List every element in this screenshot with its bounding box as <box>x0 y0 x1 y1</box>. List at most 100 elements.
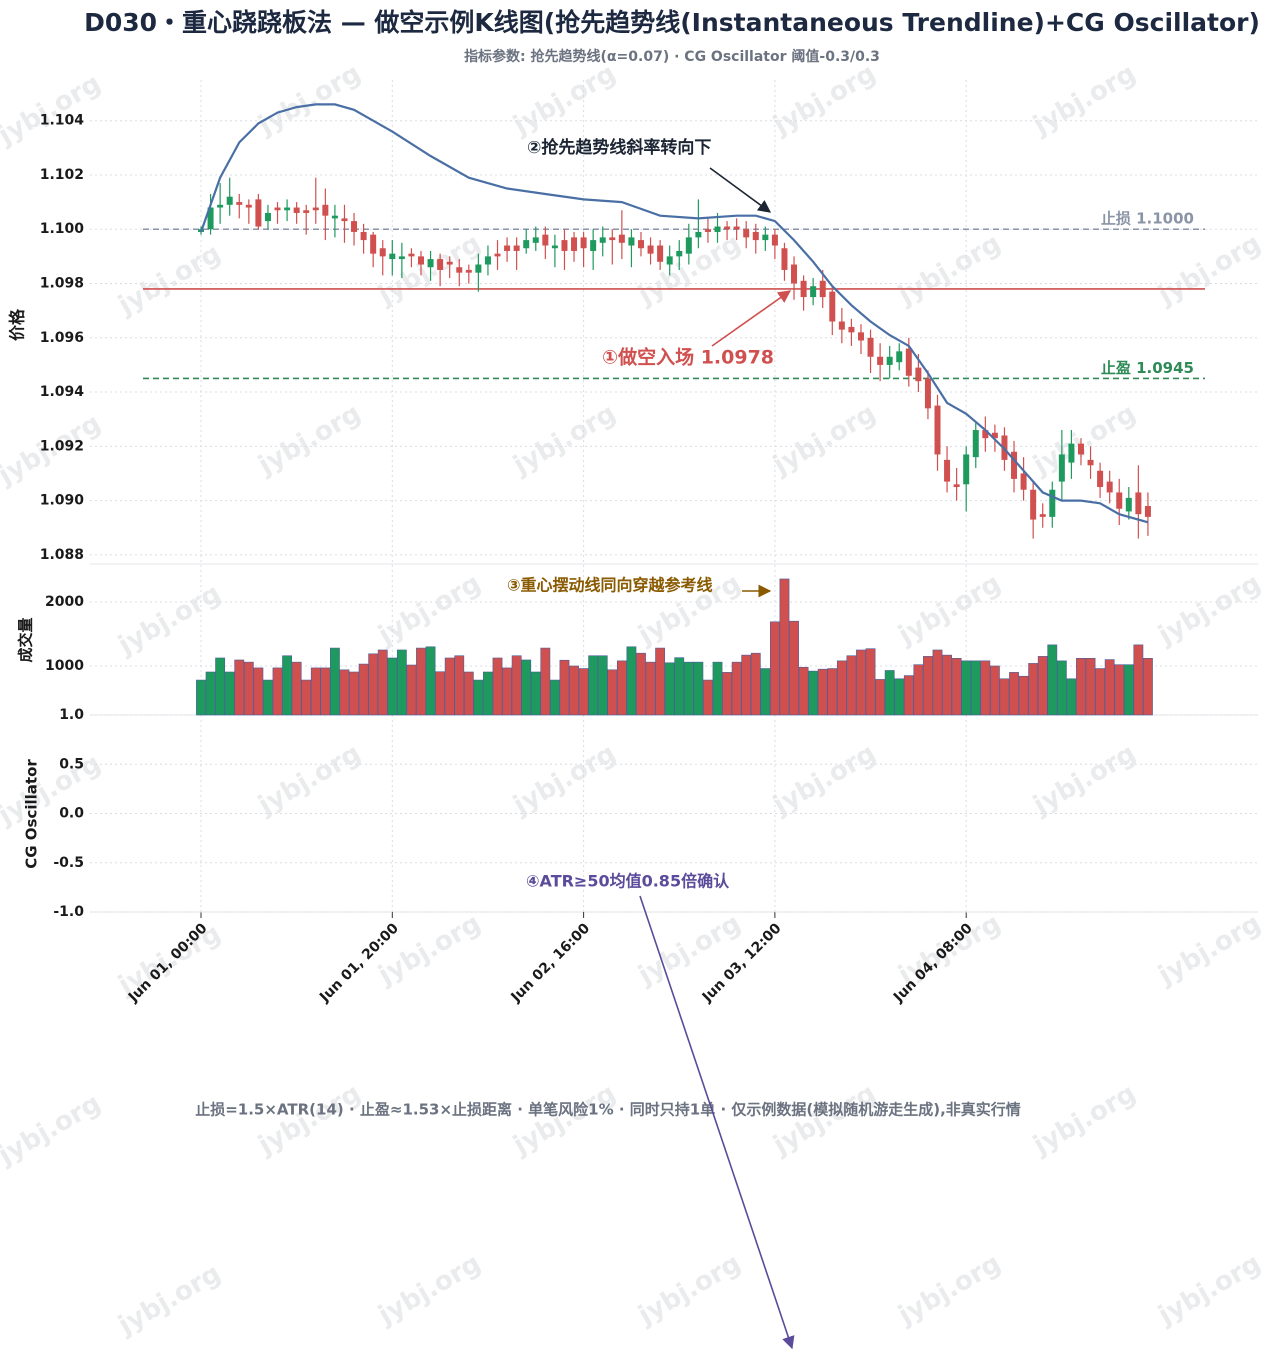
watermark: jybj.org <box>508 398 621 481</box>
candle-body <box>1144 506 1151 517</box>
candle-body <box>886 356 893 365</box>
y-tick-label: 0.5 <box>59 756 84 772</box>
annotation: ④ATR≥50均值0.85倍确认 <box>526 872 730 891</box>
candle-body <box>398 256 405 260</box>
watermark: jybj.org <box>508 1078 621 1161</box>
candle-body <box>867 337 874 357</box>
candle-body <box>666 256 673 265</box>
candle-body <box>724 226 731 230</box>
footer-note: 止损=1.5×ATR(14) · 止盈≈1.53×止损距离 · 单笔风险1% ·… <box>195 1101 1021 1119</box>
volume-bar <box>310 667 321 716</box>
volume-bar <box>263 679 273 716</box>
volume-bar <box>655 647 666 716</box>
candle-body <box>896 351 903 363</box>
volume-bar <box>435 671 446 716</box>
candle-body <box>618 234 625 243</box>
watermark: jybj.org <box>893 568 1006 651</box>
volume-bar <box>569 665 579 716</box>
volume-bar <box>970 660 981 716</box>
candle-body <box>676 250 683 257</box>
volume-bar <box>291 661 302 716</box>
volume-bar <box>559 659 570 716</box>
watermark: jybj.org <box>253 738 366 821</box>
watermark: jybj.org <box>508 738 621 821</box>
volume-bar <box>463 671 474 716</box>
candle-body <box>590 240 597 251</box>
volume-bar <box>492 657 503 716</box>
y-tick-label: -1.0 <box>53 904 84 920</box>
volume-bar <box>377 649 388 716</box>
candle-body <box>762 234 769 241</box>
watermark: jybj.org <box>768 58 881 141</box>
candle-body <box>838 321 845 330</box>
volume-bar <box>597 655 608 716</box>
volume-bar <box>425 646 436 716</box>
candle-body <box>1106 481 1113 493</box>
watermark: jybj.org <box>113 238 226 321</box>
candle-body <box>1125 497 1132 512</box>
candle-body <box>647 245 654 254</box>
candle-body <box>417 256 424 265</box>
volume-bar <box>836 660 847 716</box>
candle-body <box>1077 443 1084 455</box>
volume-bar <box>607 669 618 716</box>
candle-body <box>972 430 979 458</box>
candle-body <box>494 253 501 257</box>
candle-body <box>236 202 243 205</box>
candle-body <box>628 237 635 246</box>
volume-bar <box>741 654 752 716</box>
candle-body <box>245 204 252 208</box>
candle-body <box>322 204 329 216</box>
volume-bar <box>769 621 780 716</box>
candle-body <box>685 237 692 254</box>
candle-body <box>637 240 644 249</box>
volume-bar <box>349 671 359 716</box>
watermark: jybj.org <box>1153 908 1266 991</box>
watermark: jybj.org <box>0 68 106 151</box>
volume-bar <box>865 648 876 716</box>
volume-bar <box>846 655 857 716</box>
watermark: jybj.org <box>633 1248 746 1331</box>
candle-body <box>532 237 539 243</box>
candle-body <box>953 484 960 488</box>
candle-body <box>1058 454 1065 482</box>
volume-bar <box>989 665 1000 716</box>
candle-body <box>819 280 826 298</box>
volume-bar <box>645 661 656 716</box>
y-axis-label: 价格 <box>8 308 27 341</box>
candle-body <box>274 207 281 211</box>
candle-body <box>877 356 884 365</box>
candle-body <box>217 204 224 208</box>
volume-bar <box>396 649 407 716</box>
candle-body <box>446 261 453 265</box>
watermark: jybj.org <box>1153 228 1266 311</box>
volume-bar <box>894 678 905 716</box>
x-tick-label: Jun 02, 16:00 <box>508 920 594 1006</box>
volume-bar <box>951 658 962 716</box>
volume-bar <box>827 668 838 716</box>
candle-body <box>504 245 511 251</box>
candle-body <box>771 234 778 246</box>
annotation-arrow <box>709 167 772 213</box>
candle-body <box>1039 514 1046 517</box>
candle-body <box>791 264 798 284</box>
y-tick-label: 1.096 <box>40 330 84 346</box>
volume-bar <box>1056 660 1067 716</box>
candle-body <box>207 207 214 230</box>
level-label: 止损 1.1000 <box>1101 210 1194 228</box>
watermark: jybj.org <box>508 58 621 141</box>
candle-body <box>331 215 338 219</box>
volume-bar <box>856 649 866 716</box>
candle-body <box>456 267 463 273</box>
candle-body <box>848 326 855 333</box>
candle-body <box>226 196 233 205</box>
candle-body <box>284 207 291 211</box>
candle-body <box>657 245 664 262</box>
volume-bar <box>387 657 398 716</box>
volume-bar <box>550 679 560 716</box>
volume-bar <box>817 668 828 716</box>
volume-bar <box>750 652 761 716</box>
candle-body <box>1030 489 1037 520</box>
volume-bar <box>999 678 1010 716</box>
